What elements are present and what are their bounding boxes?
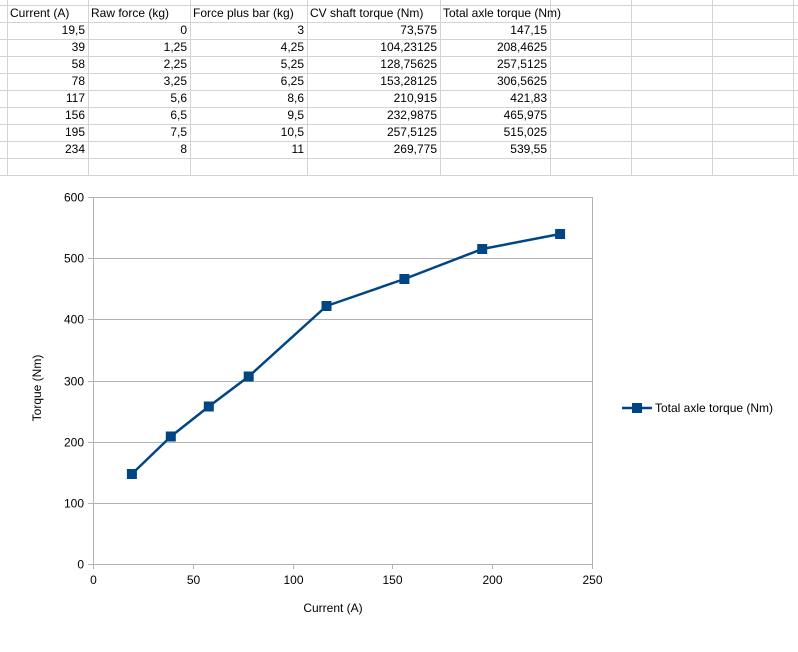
y-tick-label: 300 [64, 375, 84, 389]
data-point-marker [477, 244, 487, 254]
table-cell[interactable]: 5,25 [190, 56, 307, 72]
data-point-marker [399, 274, 409, 284]
table-cell[interactable]: 210,915 [307, 90, 440, 106]
y-tick-label: 100 [64, 497, 84, 511]
data-point-marker [204, 402, 214, 412]
table-cell[interactable]: 128,75625 [307, 56, 440, 72]
table-cell[interactable]: 58 [7, 56, 88, 72]
column-header-cell[interactable]: Total axle torque (Nm) [440, 5, 564, 21]
legend-entry-label: Total axle torque (Nm) [655, 401, 773, 415]
table-cell[interactable]: 117 [7, 90, 88, 106]
x-tick-label: 250 [582, 573, 602, 587]
table-cell[interactable]: 195 [7, 124, 88, 140]
table-cell[interactable]: 39 [7, 39, 88, 55]
table-cell[interactable]: 78 [7, 73, 88, 89]
table-cell[interactable]: 208,4625 [440, 39, 550, 55]
y-tick-label: 600 [64, 191, 84, 205]
table-cell[interactable]: 515,025 [440, 124, 550, 140]
y-tick-label: 0 [77, 558, 84, 572]
table-cell[interactable]: 465,975 [440, 107, 550, 123]
table-cell[interactable]: 153,28125 [307, 73, 440, 89]
x-tick-label: 100 [283, 573, 303, 587]
column-header-cell[interactable]: Current (A) [7, 5, 72, 21]
table-cell[interactable]: 6,5 [88, 107, 190, 123]
table-cell[interactable]: 10,5 [190, 124, 307, 140]
series-line [132, 234, 560, 474]
data-point-marker [244, 372, 254, 382]
y-tick-label: 500 [64, 252, 84, 266]
table-cell[interactable]: 1,25 [88, 39, 190, 55]
table-cell[interactable]: 232,9875 [307, 107, 440, 123]
y-tick-label: 400 [64, 313, 84, 327]
table-cell[interactable]: 147,15 [440, 22, 550, 38]
legend-marker-swatch [632, 403, 642, 413]
table-cell[interactable]: 306,5625 [440, 73, 550, 89]
data-point-marker [322, 301, 332, 311]
table-cell[interactable]: 421,83 [440, 90, 550, 106]
line-chart: 0 100 200 300 400 500 600 0 50 100 150 200 250 Torqu… [0, 176, 798, 652]
table-cell[interactable]: 5,6 [88, 90, 190, 106]
table-cell[interactable]: 0 [88, 22, 190, 38]
x-axis-title: Current (A) [303, 601, 362, 615]
data-point-marker [166, 432, 176, 442]
data-point-marker [555, 229, 565, 239]
y-axis-title: Torque (Nm) [30, 355, 44, 422]
table-cell[interactable]: 19,5 [7, 22, 88, 38]
data-point-marker [127, 469, 137, 479]
table-cell[interactable]: 3,25 [88, 73, 190, 89]
table-cell[interactable]: 257,5125 [307, 124, 440, 140]
column-header-cell[interactable]: CV shaft torque (Nm) [307, 5, 426, 21]
x-tick-label: 0 [90, 573, 97, 587]
table-cell[interactable]: 234 [7, 141, 88, 157]
table-cell[interactable]: 3 [190, 22, 307, 38]
table-cell[interactable]: 257,5125 [440, 56, 550, 72]
table-cell[interactable]: 269,775 [307, 141, 440, 157]
chart-object[interactable]: 0 100 200 300 400 500 600 0 50 100 150 200 250 Torqu… [0, 176, 798, 652]
column-header-cell[interactable]: Raw force (kg) [88, 5, 172, 21]
table-cell[interactable]: 2,25 [88, 56, 190, 72]
x-tick-label: 50 [187, 573, 201, 587]
table-cell[interactable]: 7,5 [88, 124, 190, 140]
table-cell[interactable]: 539,55 [440, 141, 550, 157]
table-cell[interactable]: 156 [7, 107, 88, 123]
table-cell[interactable]: 73,575 [307, 22, 440, 38]
y-tick-label: 200 [64, 436, 84, 450]
table-cell[interactable]: 4,25 [190, 39, 307, 55]
table-cell[interactable]: 9,5 [190, 107, 307, 123]
table-cell[interactable]: 104,23125 [307, 39, 440, 55]
x-tick-label: 150 [382, 573, 402, 587]
table-cell[interactable]: 6,25 [190, 73, 307, 89]
table-cell[interactable]: 8 [88, 141, 190, 157]
table-cell[interactable]: 8,6 [190, 90, 307, 106]
x-tick-label: 200 [482, 573, 502, 587]
chart-legend: Total axle torque (Nm) [622, 401, 773, 415]
table-cell[interactable]: 11 [190, 141, 307, 157]
column-header-cell[interactable]: Force plus bar (kg) [190, 5, 297, 21]
